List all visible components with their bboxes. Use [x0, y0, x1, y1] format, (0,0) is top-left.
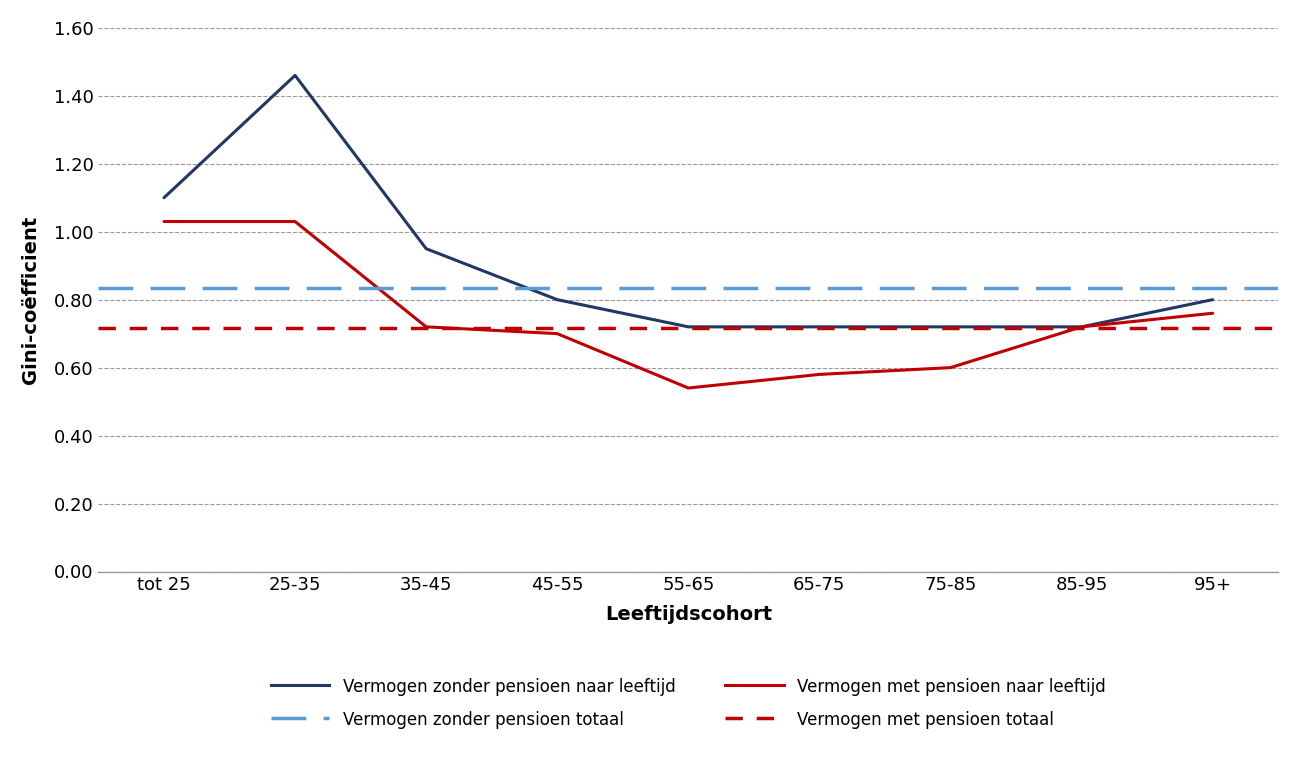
- X-axis label: Leeftijdscohort: Leeftijdscohort: [605, 606, 772, 625]
- Legend: Vermogen zonder pensioen naar leeftijd, Vermogen zonder pensioen totaal, Vermoge: Vermogen zonder pensioen naar leeftijd, …: [271, 677, 1105, 728]
- Y-axis label: Gini-coëfficient: Gini-coëfficient: [21, 216, 40, 384]
